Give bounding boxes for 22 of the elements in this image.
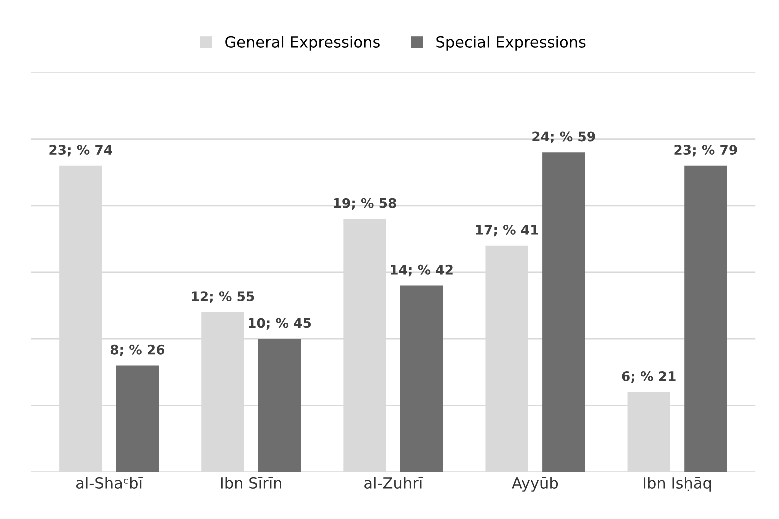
x-tick-label: Ayyūb bbox=[512, 477, 558, 492]
legend-label: General Expressions bbox=[226, 36, 380, 51]
data-label: 23; % 74 bbox=[50, 145, 112, 157]
data-label: 24; % 59 bbox=[532, 132, 596, 144]
data-label: 17; % 41 bbox=[476, 224, 538, 237]
bar bbox=[400, 286, 444, 472]
data-label: 10; % 45 bbox=[249, 318, 312, 330]
x-tick-label: al-Zuhrī bbox=[364, 477, 424, 489]
bar bbox=[684, 166, 728, 472]
data-label: 6; % 21 bbox=[622, 371, 676, 384]
data-label: 19; % 58 bbox=[334, 198, 396, 210]
bar bbox=[116, 366, 160, 472]
x-tick-label: Ibn Isḥāq bbox=[644, 477, 712, 492]
data-label: 8; % 26 bbox=[110, 344, 165, 357]
bar bbox=[258, 339, 302, 472]
bar bbox=[542, 152, 586, 472]
data-label: 12; % 55 bbox=[192, 292, 254, 304]
x-tick-label: Ibn Sīrīn bbox=[221, 477, 282, 489]
x-tick-label: al-Shaᶜbī bbox=[76, 477, 144, 489]
legend-label: Special Expressions bbox=[436, 36, 586, 51]
data-label: 23; % 79 bbox=[674, 145, 738, 157]
data-label: 14; % 42 bbox=[391, 264, 453, 277]
